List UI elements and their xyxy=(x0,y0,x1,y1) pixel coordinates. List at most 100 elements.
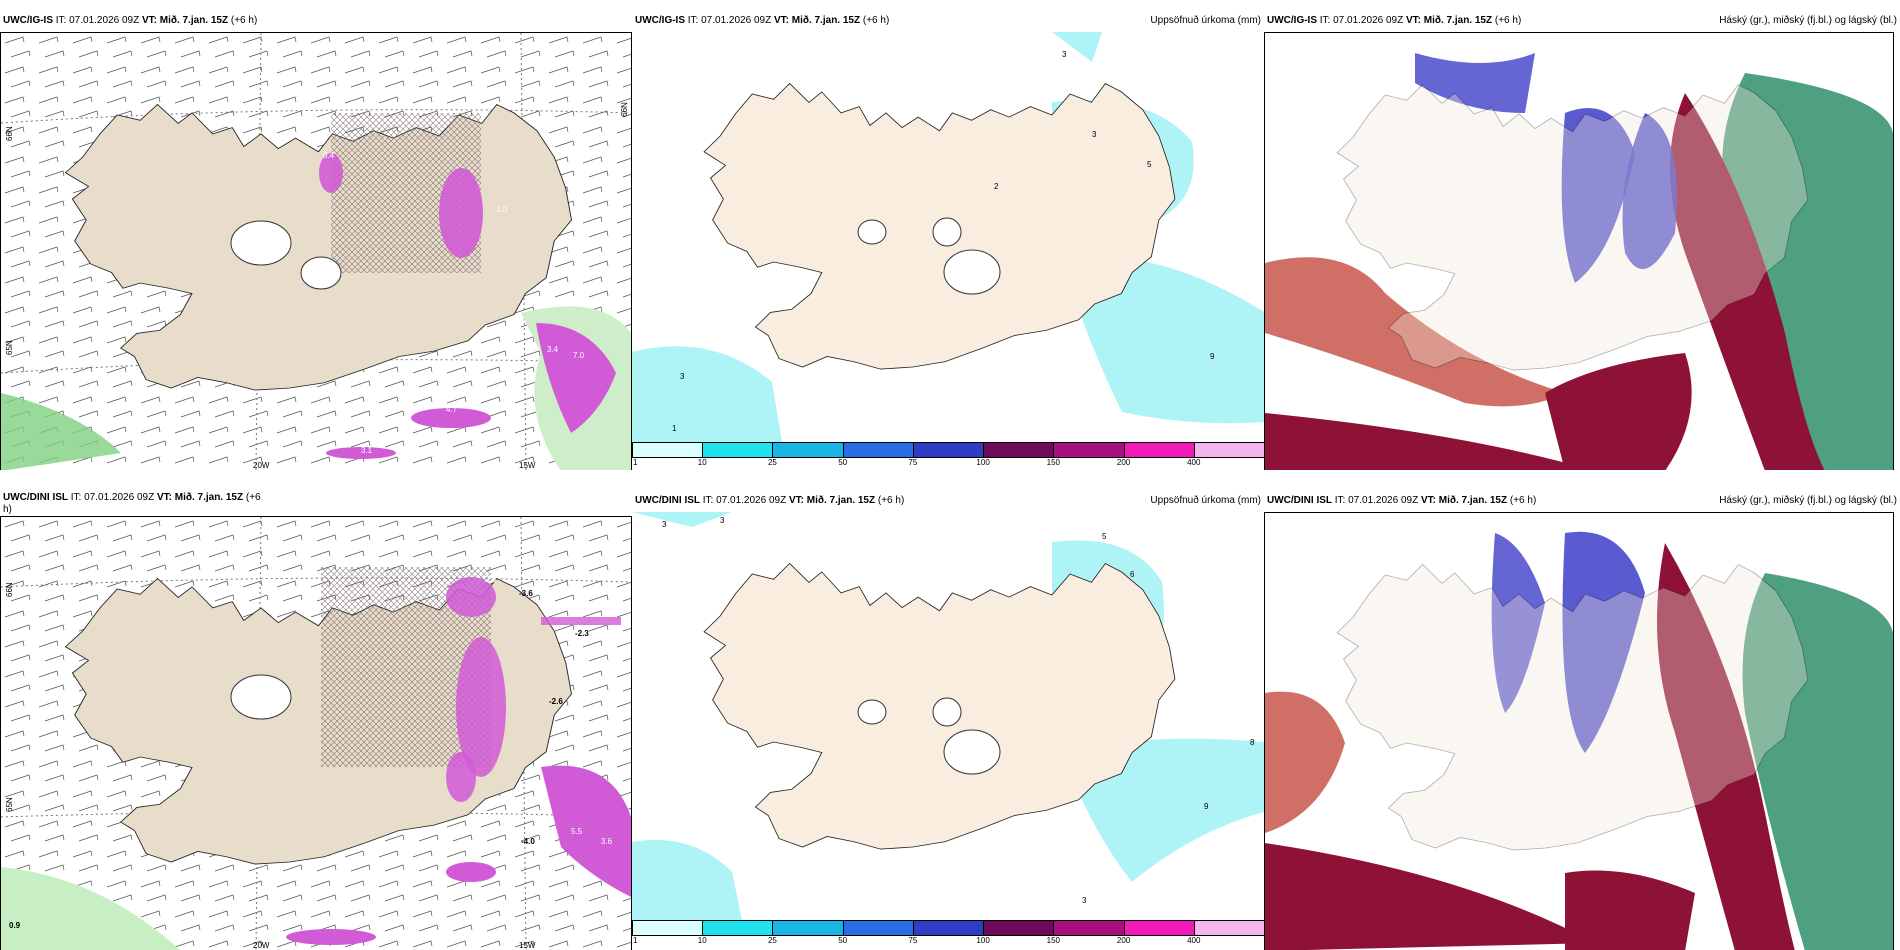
lead-time: (+6 h) xyxy=(862,15,890,26)
panel-header: UWC/DINI ISL IT: 07.01.2026 09Z VT: Mið.… xyxy=(0,490,632,516)
panel-header: UWC/IG-IS IT: 07.01.2026 09Z VT: Mið. 7.… xyxy=(0,10,632,32)
panel-title: Uppsöfnuð úrkoma (mm) xyxy=(1150,495,1261,506)
precip-value: 3 xyxy=(1082,896,1087,905)
precip-value: 9 xyxy=(1210,352,1215,361)
panel-header: UWC/IG-IS IT: 07.01.2026 09Z VT: Mið. 7.… xyxy=(1264,10,1900,32)
lead-time: (+6 h) xyxy=(1494,15,1522,26)
colorbar-cell xyxy=(1053,920,1125,936)
colorbar-label: 75 xyxy=(908,936,918,945)
panel-title: Háský (gr.), miðský (fj.bl.) og lágský (… xyxy=(1719,15,1897,26)
model-name: UWC/IG-IS xyxy=(3,15,53,26)
lon-label-20w: 20W xyxy=(253,941,270,950)
map-area: 3 3 2 5 9 3 1 xyxy=(632,32,1264,442)
it-value: 07.01.2026 09Z xyxy=(69,15,140,26)
panel-title: Uppsöfnuð úrkoma (mm) xyxy=(1150,15,1261,26)
precip-value: 3 xyxy=(1092,130,1097,139)
colorbar-label: 1 xyxy=(633,936,638,945)
precip-value: 2 xyxy=(994,182,999,191)
precip-value: 5 xyxy=(1147,160,1152,169)
value-label: 3.1 xyxy=(361,446,373,455)
map-panel-dini-precip: UWC/DINI ISL IT: 07.01.2026 09Z VT: Mið.… xyxy=(632,490,1264,950)
colorbar-label: 50 xyxy=(838,458,848,467)
colorbar-label: 100 xyxy=(976,936,990,945)
value-label: 0.9 xyxy=(9,921,21,930)
panel-header: UWC/DINI ISL IT: 07.01.2026 09Z VT: Mið.… xyxy=(632,490,1264,512)
panel-title: Háský (gr.), miðský (fj.bl.) og lágský (… xyxy=(1719,495,1897,506)
value-label: -4.0 xyxy=(521,837,535,846)
lon-label-15w: 15W xyxy=(519,941,536,950)
value-label: 1.8 xyxy=(533,297,545,306)
colorbar-cell xyxy=(1053,442,1125,458)
vt-label: VT: xyxy=(141,15,157,26)
lat-label-65n: 65N xyxy=(5,797,14,812)
map-panel-igis-cloud: UWC/IG-IS IT: 07.01.2026 09Z VT: Mið. 7.… xyxy=(1264,10,1900,470)
it-value: 07.01.2026 09Z xyxy=(1333,15,1404,26)
precip-value: 3 xyxy=(720,516,725,525)
colorbar-cell xyxy=(1193,920,1264,936)
precip-colorbar: 1 10 25 50 75 100 150 200 400 xyxy=(632,920,1264,946)
colorbar-label: 400 xyxy=(1187,936,1201,945)
colorbar-label: 400 xyxy=(1187,458,1201,467)
it-value: 07.01.2026 09Z xyxy=(1348,495,1419,506)
lat-label-65n: 65N xyxy=(5,340,14,355)
precip-value: 5 xyxy=(1102,532,1107,541)
value-label: -3.6 xyxy=(519,589,533,598)
precip-value: 9 xyxy=(1204,802,1209,811)
panel-header: UWC/DINI ISL IT: 07.01.2026 09Z VT: Mið.… xyxy=(1264,490,1900,512)
vt-value: Mið. 7.jan. 15Z xyxy=(1423,15,1493,26)
panel-header: UWC/IG-IS IT: 07.01.2026 09Z VT: Mið. 7.… xyxy=(632,10,1264,32)
lead-time: (+6 h) xyxy=(877,495,905,506)
map-panel-igis-wind: UWC/IG-IS IT: 07.01.2026 09Z VT: Mið. 7.… xyxy=(0,10,632,470)
colorbar-label: 10 xyxy=(697,458,707,467)
map-panel-dini-cloud: UWC/DINI ISL IT: 07.01.2026 09Z VT: Mið.… xyxy=(1264,490,1900,950)
colorbar-label: 200 xyxy=(1116,936,1131,945)
colorbar-label: 50 xyxy=(838,936,848,945)
precip-value: 8 xyxy=(1250,738,1255,747)
model-name: UWC/IG-IS xyxy=(1267,15,1317,26)
colorbar-label: 150 xyxy=(1046,936,1061,945)
value-label: 2.8 xyxy=(485,575,497,584)
vt-value: Mið. 7.jan. 15Z xyxy=(174,492,244,503)
colorbar-cell xyxy=(702,442,774,458)
value-label: 3.4 xyxy=(547,345,559,354)
lead-time: (+6 xyxy=(245,492,261,503)
map-area: 3 3 5 6 8 9 3 xyxy=(632,512,1264,920)
colorbar-cell xyxy=(983,442,1055,458)
colorbar-cell xyxy=(772,920,844,936)
precip-colorbar: 1 10 25 50 75 100 150 200 400 xyxy=(632,442,1264,468)
precip-value: 3 xyxy=(1062,50,1067,59)
it-label: IT: xyxy=(55,15,67,26)
lat-label-66n-right: 66N xyxy=(619,102,629,117)
colorbar-cell xyxy=(912,920,985,936)
map-panel-igis-precip: UWC/IG-IS IT: 07.01.2026 09Z VT: Mið. 7.… xyxy=(632,10,1264,470)
lead-time: (+6 h) xyxy=(230,15,258,26)
colorbar-cell xyxy=(1193,442,1264,458)
lead-time-cont: h) xyxy=(3,504,12,515)
precip-value: 6 xyxy=(1130,570,1135,579)
map-area: 20W 15W 66N 65N 66N 0.4 1.0 1.8 3.4 7.0 … xyxy=(0,32,632,470)
colorbar-cell xyxy=(632,442,704,458)
colorbar-cell xyxy=(1123,442,1195,458)
vt-value: Mið. 7.jan. 15Z xyxy=(159,15,229,26)
lon-label-20w: 20W xyxy=(253,461,270,470)
value-label: -2.6 xyxy=(549,697,563,706)
vt-label: VT: xyxy=(1405,15,1421,26)
it-label: IT: xyxy=(1319,15,1331,26)
it-label: IT: xyxy=(1334,495,1346,506)
model-name: UWC/DINI ISL xyxy=(635,495,700,506)
precip-value: 3 xyxy=(680,372,685,381)
map-area xyxy=(1264,32,1894,470)
value-label: 7.0 xyxy=(573,351,585,360)
it-label: IT: xyxy=(70,492,82,503)
value-label: 4.7 xyxy=(446,405,458,414)
lat-label-66n: 66N xyxy=(5,582,14,597)
colorbar-label: 200 xyxy=(1116,458,1131,467)
colorbar-label: 150 xyxy=(1046,458,1061,467)
map-area xyxy=(1264,512,1894,950)
colorbar-cell xyxy=(983,920,1055,936)
colorbar-label: 100 xyxy=(976,458,990,467)
colorbar-cell xyxy=(632,920,704,936)
precip-value: 3 xyxy=(662,520,667,529)
lon-label-15w: 15W xyxy=(519,461,536,470)
colorbar-cell xyxy=(702,920,774,936)
